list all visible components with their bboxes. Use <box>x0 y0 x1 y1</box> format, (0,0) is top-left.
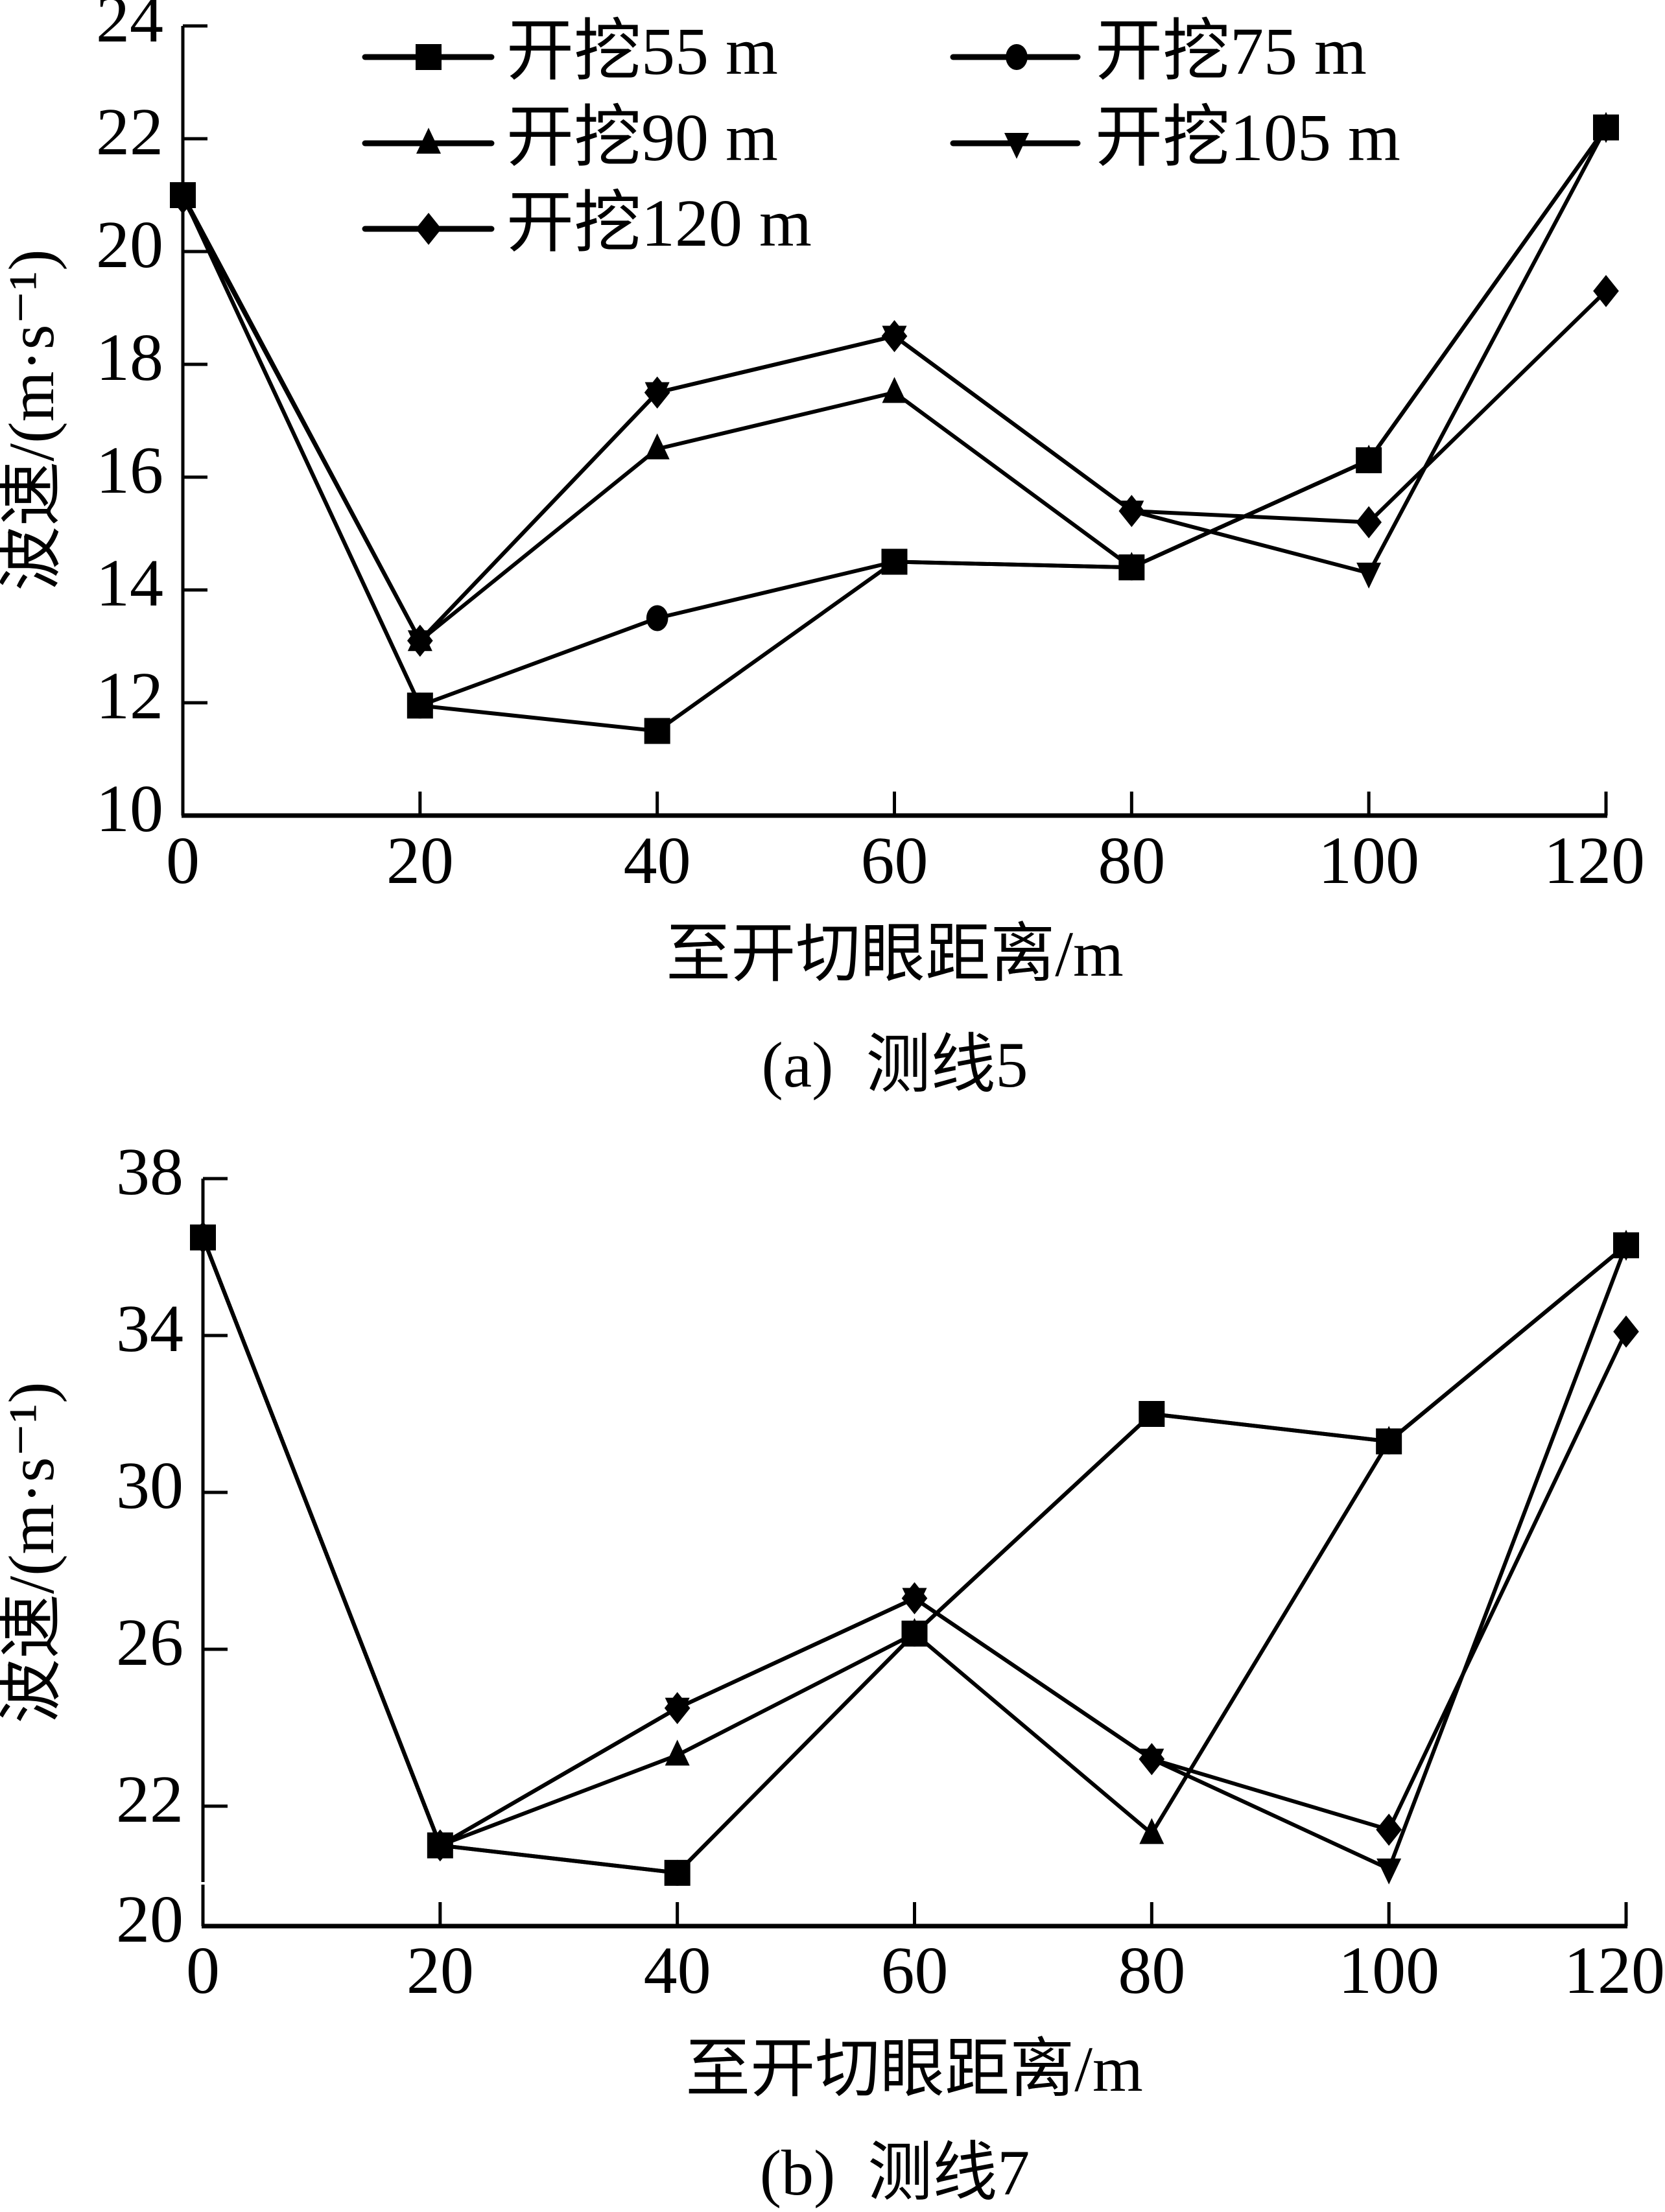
legend-circle-icon <box>1006 44 1028 70</box>
legend-triangle-down-icon <box>1004 133 1029 159</box>
data-point-diamond <box>1376 1813 1402 1846</box>
y-tick-label: 38 <box>116 1135 183 1209</box>
data-point-square <box>190 1224 216 1251</box>
data-point-square <box>1613 1232 1639 1258</box>
y-tick-label: 26 <box>116 1605 183 1680</box>
series-line-2 <box>201 1236 1627 1848</box>
data-point-square <box>644 718 670 744</box>
data-point-triangle-up <box>644 433 670 460</box>
y-tick-label: 24 <box>96 0 163 56</box>
data-point-triangle-down <box>1139 1748 1164 1775</box>
y-tick-label: 10 <box>96 771 163 846</box>
data-point-diamond <box>1593 275 1619 307</box>
legend-item: 开挖75 m <box>950 14 1367 89</box>
data-point-diamond <box>1613 1315 1639 1348</box>
legend-item: 开挖120 m <box>362 186 812 261</box>
data-point-square <box>1593 114 1619 141</box>
data-point-triangle-up <box>407 625 432 652</box>
data-point-square <box>407 692 433 719</box>
legend-item: 开挖105 m <box>950 100 1400 175</box>
x-tick-label: 0 <box>166 823 200 898</box>
y-tick-label: 22 <box>116 1762 183 1837</box>
data-point-triangle-down <box>1356 562 1382 589</box>
data-point-square <box>1356 447 1382 473</box>
y-tick-label: 12 <box>96 659 163 733</box>
legend-label: 开挖55 m <box>506 14 778 89</box>
data-point-square <box>664 1859 691 1886</box>
y-tick-label: 16 <box>96 433 163 508</box>
x-tick-label: 20 <box>386 823 454 898</box>
data-point-triangle-down <box>902 1588 927 1614</box>
x-tick-label: 60 <box>861 823 928 898</box>
data-point-circle <box>646 605 668 631</box>
legend-label: 开挖90 m <box>506 100 778 175</box>
x-tick-label: 0 <box>186 1933 220 2008</box>
data-point-triangle-up <box>1139 1818 1164 1844</box>
y-tick-label: 14 <box>96 546 163 620</box>
data-point-square <box>1139 1401 1165 1427</box>
y-axis-break <box>200 1882 206 1885</box>
chart-a-legend: 开挖55 m 开挖75 m 开挖90 m 开挖105 m 开挖120 m <box>362 14 1400 261</box>
series-line-4 <box>201 1236 1628 1848</box>
chart-a-y-axis-title: 波速/(m·s⁻¹) <box>0 249 67 591</box>
y-tick-label: 22 <box>96 95 163 169</box>
data-point-square <box>427 1832 453 1859</box>
x-tick-label: 80 <box>1118 1933 1185 2008</box>
y-tick-label: 30 <box>116 1448 183 1523</box>
legend-item: 开挖55 m <box>362 14 778 89</box>
chart-a-series <box>170 112 1619 744</box>
data-point-triangle-down <box>1119 500 1144 527</box>
chart-b-y-axis-title: 波速/(m·s⁻¹) <box>0 1382 67 1723</box>
legend-label: 开挖105 m <box>1095 100 1400 175</box>
x-tick-label: 100 <box>1318 823 1419 898</box>
data-point-square <box>1376 1428 1402 1455</box>
series-markers-4 <box>170 182 1619 657</box>
x-tick-label: 60 <box>881 1933 949 2008</box>
legend-square-icon <box>416 44 442 70</box>
x-tick-label: 40 <box>644 1933 711 2008</box>
y-tick-label: 20 <box>116 1882 183 1957</box>
x-tick-label: 80 <box>1098 823 1165 898</box>
data-point-triangle-down <box>665 1697 690 1724</box>
data-point-square <box>901 1620 928 1647</box>
x-tick-label: 20 <box>407 1933 474 2008</box>
x-tick-label: 120 <box>1544 823 1645 898</box>
chart-b-series <box>190 1221 1639 1886</box>
data-point-triangle-up <box>665 1739 690 1766</box>
series-markers-0 <box>170 114 1619 744</box>
data-point-triangle-down <box>644 382 670 408</box>
series-line-0 <box>181 126 1608 733</box>
chart-a-x-axis-title: 至开切眼距离/m <box>666 918 1124 990</box>
series-markers-0 <box>190 1224 1639 1886</box>
legend-diamond-icon <box>416 213 442 245</box>
legend-item: 开挖90 m <box>362 100 778 175</box>
x-tick-label: 100 <box>1338 1933 1439 2008</box>
legend-label: 开挖120 m <box>506 186 812 261</box>
data-point-triangle-down <box>1376 1858 1402 1885</box>
y-tick-label: 34 <box>116 1291 183 1366</box>
legend-triangle-up-icon <box>416 128 441 154</box>
x-tick-label: 120 <box>1564 1933 1665 2008</box>
y-tick-label: 20 <box>96 207 163 282</box>
series-line-3 <box>201 1236 1628 1872</box>
data-point-square <box>881 548 908 575</box>
chart-a-caption: (a) 测线5 <box>762 1029 1028 1101</box>
data-point-triangle-down <box>882 325 907 352</box>
data-point-diamond <box>1356 506 1382 539</box>
x-tick-label: 40 <box>624 823 691 898</box>
data-point-triangle-up <box>882 377 907 403</box>
chart-b-caption: (b) 测线7 <box>760 2137 1030 2209</box>
data-point-square <box>1118 554 1145 581</box>
chart-a-axes: 0 20 40 60 80 100 120 10 12 14 16 18 20 22 24 <box>96 0 1645 898</box>
data-point-square <box>170 182 196 208</box>
y-tick-label: 18 <box>96 320 163 395</box>
legend-label: 开挖75 m <box>1095 14 1367 89</box>
chart-b-x-axis-title: 至开切眼距离/m <box>685 2033 1143 2105</box>
series-line-1 <box>181 126 1608 709</box>
